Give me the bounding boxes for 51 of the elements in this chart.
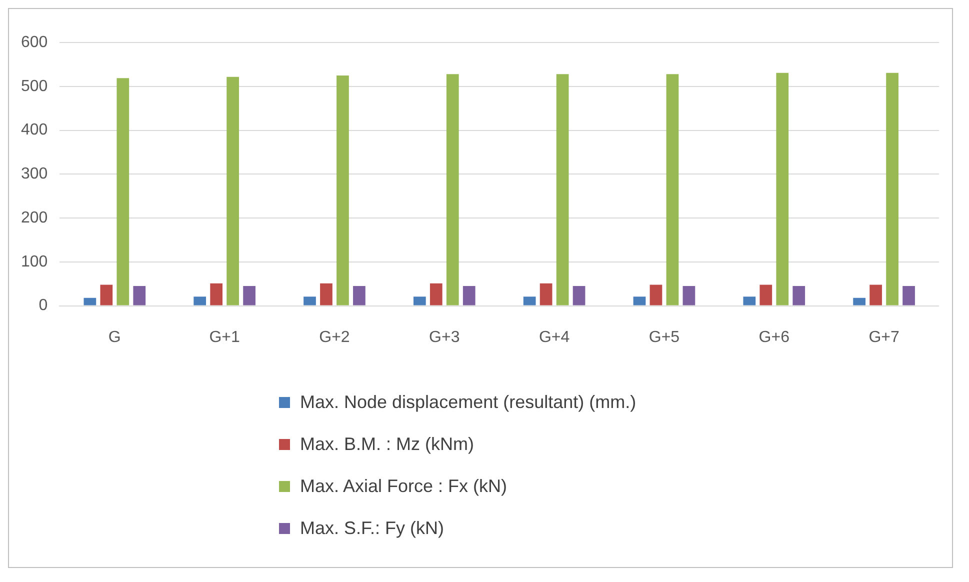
legend-label: Max. B.M. : Mz (kNm) xyxy=(300,434,474,454)
bar xyxy=(462,286,476,306)
x-tick-label: G+1 xyxy=(209,328,240,346)
bar xyxy=(210,283,223,306)
x-tick-label: G+7 xyxy=(868,328,900,346)
bar xyxy=(540,283,552,306)
bar xyxy=(194,296,206,306)
bar xyxy=(792,286,806,306)
bar xyxy=(226,76,239,306)
bar xyxy=(556,74,569,306)
y-tick-label: 200 xyxy=(20,209,48,226)
y-tick-label: 600 xyxy=(20,34,48,52)
y-tick-label: 100 xyxy=(20,253,48,270)
bar xyxy=(633,296,646,306)
bar xyxy=(572,286,586,306)
bar xyxy=(336,76,349,306)
bar xyxy=(902,286,915,306)
bar xyxy=(743,296,756,306)
x-tick-label: G+3 xyxy=(429,328,460,346)
bar xyxy=(304,296,316,306)
bar xyxy=(886,72,898,306)
y-tick-label: 400 xyxy=(20,122,48,139)
bar xyxy=(84,298,96,306)
bar xyxy=(413,296,426,306)
bar xyxy=(666,74,679,306)
bar xyxy=(682,286,696,306)
x-tick-label: G+6 xyxy=(758,328,790,346)
legend-label: Max. S.F.: Fy (kN) xyxy=(300,518,444,538)
bar xyxy=(243,286,256,306)
bar xyxy=(853,298,866,306)
y-tick-label: 500 xyxy=(20,78,48,95)
bar xyxy=(320,283,332,306)
bar xyxy=(100,284,113,306)
legend-label: Max. Node displacement (resultant) (mm.) xyxy=(300,392,636,412)
bar xyxy=(430,283,442,306)
x-tick-label: G+2 xyxy=(319,328,350,346)
x-tick-label: G xyxy=(108,328,121,346)
legend-label: Max. Axial Force : Fx (kN) xyxy=(300,476,508,496)
bar xyxy=(760,284,772,306)
y-tick-label: 300 xyxy=(20,166,48,183)
bar xyxy=(446,74,459,306)
x-tick-label: G+4 xyxy=(538,328,570,346)
x-tick-label: G+5 xyxy=(648,328,680,346)
y-tick-label: 0 xyxy=(38,297,48,314)
bar xyxy=(523,296,536,306)
bar xyxy=(870,284,882,306)
bar xyxy=(133,286,146,306)
bar xyxy=(776,72,789,306)
bar xyxy=(650,284,662,306)
bar xyxy=(116,78,130,306)
bar xyxy=(353,286,366,306)
